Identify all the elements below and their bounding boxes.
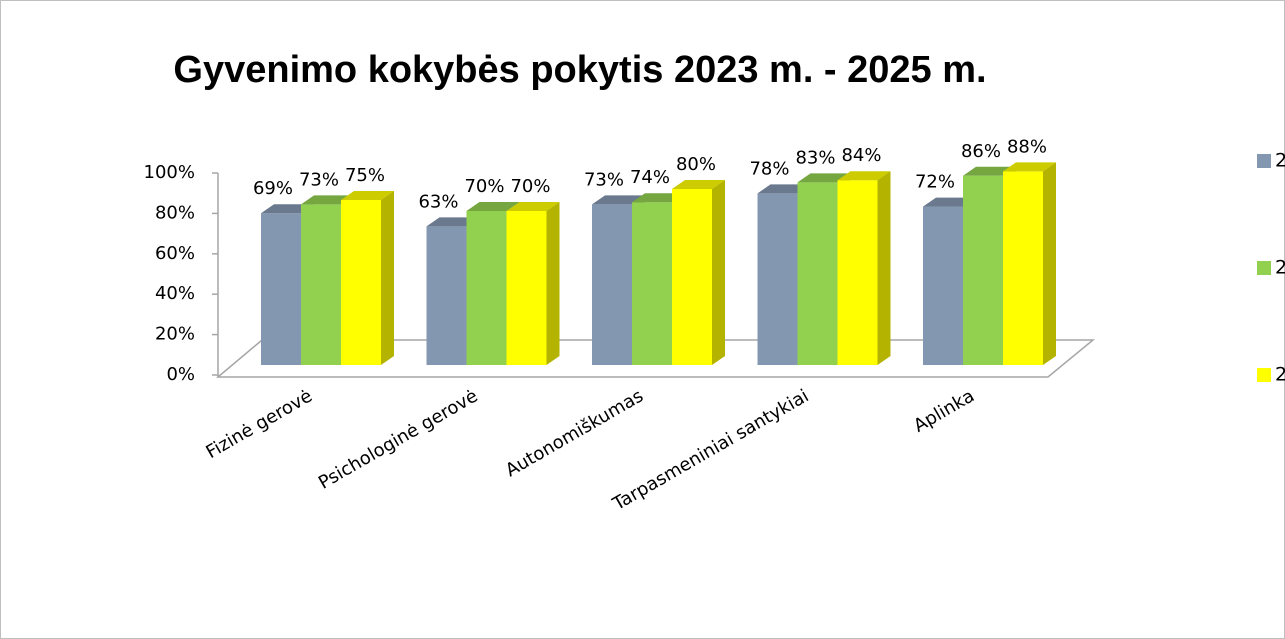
- y-tick-label: 0%: [166, 364, 195, 385]
- value-label: 74%: [630, 167, 670, 188]
- value-label: 72%: [915, 172, 955, 193]
- value-label: 88%: [1007, 136, 1047, 157]
- bar-top: [341, 191, 394, 200]
- value-label: 63%: [418, 191, 458, 212]
- value-label: 73%: [299, 169, 339, 190]
- bar-top: [261, 204, 314, 214]
- bar-front: [261, 213, 301, 365]
- value-label: 84%: [841, 145, 881, 166]
- legend-swatch: [1257, 261, 1271, 275]
- bar-front: [301, 204, 341, 365]
- bar-top: [1003, 162, 1056, 172]
- bar-top: [797, 173, 851, 183]
- value-label: 86%: [961, 141, 1001, 162]
- bar-top: [426, 217, 480, 227]
- bar-top: [632, 193, 685, 203]
- legend-swatch: [1257, 154, 1271, 168]
- value-label: 70%: [510, 176, 550, 197]
- value-label: 73%: [584, 169, 624, 190]
- bar-front: [963, 175, 1003, 365]
- bar-front: [797, 182, 838, 365]
- bar-top: [923, 197, 976, 207]
- bar-side: [877, 171, 891, 365]
- bar-front: [592, 204, 632, 365]
- bar-front: [426, 226, 467, 365]
- bar-front: [757, 193, 798, 365]
- y-tick-label: 60%: [155, 243, 195, 264]
- y-tick-label: 80%: [155, 202, 195, 223]
- value-label: 69%: [253, 178, 293, 199]
- bar: [341, 191, 394, 365]
- legend-swatch: [1257, 368, 1271, 382]
- bar-top: [757, 184, 811, 194]
- legend-label: 2024 m.: [1275, 257, 1285, 279]
- bar: [672, 180, 725, 365]
- bar-front: [341, 200, 381, 365]
- value-label: 70%: [464, 176, 504, 197]
- bar-front: [466, 211, 507, 365]
- legend-label: 2025 m.: [1275, 364, 1285, 386]
- bar-front: [672, 189, 712, 365]
- bar-top: [466, 202, 520, 211]
- bar-front: [837, 180, 878, 365]
- bar-front: [1003, 171, 1043, 365]
- value-label: 75%: [345, 165, 385, 186]
- bar: [506, 202, 560, 365]
- bar: [1003, 162, 1056, 365]
- bar-front: [632, 202, 672, 365]
- value-label: 78%: [749, 158, 789, 179]
- bar-top: [506, 202, 560, 211]
- value-label: 83%: [795, 147, 835, 168]
- bar-front: [923, 206, 963, 365]
- bar-top: [592, 195, 645, 205]
- bar-top: [672, 180, 725, 189]
- bar-front: [506, 211, 547, 365]
- y-tick-label: 100%: [144, 162, 195, 183]
- bar-side: [712, 180, 725, 365]
- floor: [215, 339, 1096, 378]
- legend-label: 2023 m.: [1275, 150, 1285, 172]
- bar-top: [963, 166, 1016, 176]
- bar-side: [546, 202, 560, 365]
- bar-side: [1043, 162, 1056, 365]
- bar: [837, 171, 891, 365]
- bar-side: [381, 191, 394, 365]
- y-tick-label: 40%: [155, 283, 195, 304]
- chart-title: Gyvenimo kokybės pokytis 2023 m. - 2025 …: [173, 49, 986, 91]
- value-label: 80%: [676, 154, 716, 175]
- y-tick-label: 20%: [155, 324, 195, 345]
- bar-top: [837, 171, 891, 181]
- bar-top: [301, 195, 354, 205]
